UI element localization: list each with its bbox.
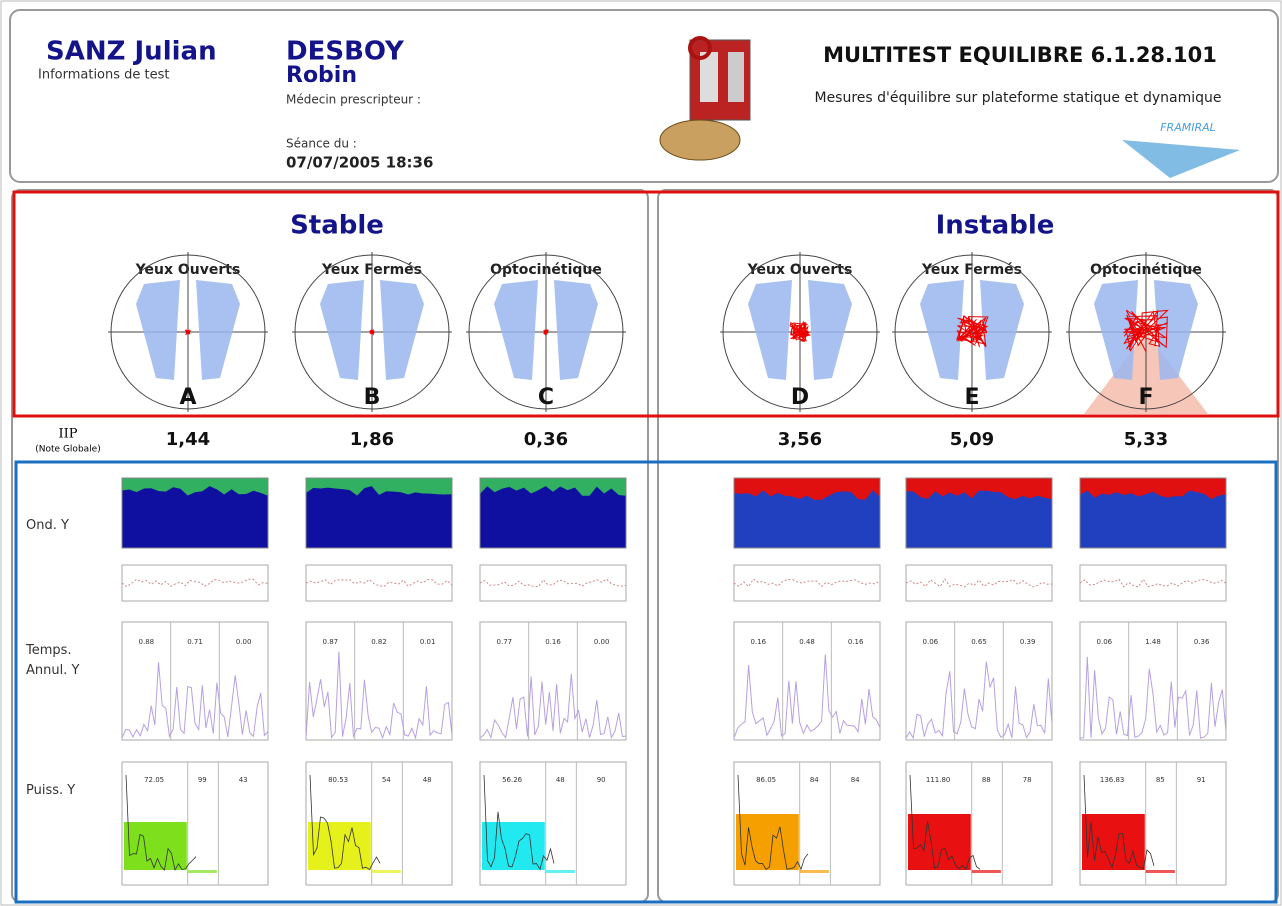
row-label-line: Temps. (25, 643, 72, 658)
puiss-value: 72.05 (144, 776, 164, 784)
spectrogram-band (1080, 491, 1226, 549)
panel-title: Stable (290, 211, 384, 241)
puiss-value: 48 (556, 776, 565, 784)
puiss-value: 43 (239, 776, 248, 784)
test-letter: A (179, 385, 196, 410)
iip-value: 1,44 (166, 429, 210, 450)
iip-value: 0,36 (524, 429, 568, 450)
trace-box (906, 565, 1052, 601)
prescriber-label: Médecin prescripteur : (286, 93, 421, 107)
trace-box (1080, 565, 1226, 601)
test-letter: B (364, 385, 381, 410)
spectrogram-band (906, 491, 1052, 548)
row-label: Puiss. Y (26, 783, 75, 798)
iip-value: 1,86 (350, 429, 394, 450)
temps-value: 0.65 (971, 638, 987, 646)
temps-value: 0.06 (1097, 638, 1113, 646)
puiss-bar-small (800, 870, 829, 873)
app-subtitle: Mesures d'équilibre sur plateforme stati… (814, 90, 1221, 106)
puiss-value: 86.05 (756, 776, 776, 784)
puiss-bar-small (972, 870, 1001, 873)
temps-value: 0.16 (848, 638, 864, 646)
temps-value: 0.87 (323, 638, 339, 646)
puiss-value: 85 (1156, 776, 1165, 784)
doctor-first: Robin (286, 63, 357, 88)
spectrogram-band (480, 486, 626, 548)
sway-trace (544, 330, 548, 334)
temps-value: 0.88 (139, 638, 155, 646)
temps-value: 0.48 (799, 638, 815, 646)
patient-name: SANZ Julian (46, 37, 217, 67)
puiss-value: 80.53 (328, 776, 348, 784)
puiss-bar-small (372, 870, 401, 873)
puiss-value: 78 (1023, 776, 1032, 784)
temps-value: 0.36 (1194, 638, 1210, 646)
test-letter: E (964, 385, 979, 410)
temps-value: 0.71 (187, 638, 203, 646)
puiss-value: 99 (198, 776, 207, 784)
device-base (660, 120, 740, 160)
row-label-line: Ond. Y (26, 518, 69, 533)
temps-value: 0.16 (545, 638, 561, 646)
puiss-value: 111.80 (926, 776, 951, 784)
test-letter: F (1138, 385, 1153, 410)
session-label: Séance du : (286, 137, 357, 151)
temps-value: 0.00 (594, 638, 610, 646)
report: SANZ Julian Informations de test DESBOY … (0, 0, 1282, 906)
puiss-bar-small (1146, 870, 1175, 873)
trace-box (306, 565, 452, 601)
device-panel (728, 52, 744, 102)
logo: FRAMIRAL (1160, 121, 1216, 134)
temps-value: 0.39 (1020, 638, 1036, 646)
puiss-value: 48 (423, 776, 432, 784)
puiss-value: 88 (982, 776, 991, 784)
panel-title: Instable (936, 211, 1055, 241)
puiss-value: 91 (1197, 776, 1206, 784)
temps-value: 0.06 (923, 638, 939, 646)
temps-value: 1.48 (1145, 638, 1161, 646)
puiss-bar-small (188, 870, 217, 873)
app-title: MULTITEST EQUILIBRE 6.1.28.101 (823, 43, 1217, 67)
iip-label: IIP (58, 427, 77, 442)
session-date: 07/07/2005 18:36 (286, 154, 433, 172)
row-label-line: Puiss. Y (26, 783, 75, 798)
trace-box (734, 565, 880, 601)
test-letter: C (538, 385, 554, 410)
row-label-line: Annul. Y (26, 663, 79, 678)
puiss-value: 84 (810, 776, 819, 784)
sway-trace (370, 330, 374, 334)
iip-value: 5,09 (950, 429, 994, 450)
trace-box (122, 565, 268, 601)
temps-value: 0.01 (420, 638, 436, 646)
puiss-value: 136.83 (1100, 776, 1125, 784)
puiss-bar-small (546, 870, 575, 873)
spectrogram-band (122, 486, 268, 548)
sway-trace (186, 330, 190, 334)
puiss-value: 56.26 (502, 776, 523, 784)
doctor-last: DESBOY (286, 37, 405, 67)
row-label: Ond. Y (26, 518, 69, 533)
iip-value: 3,56 (778, 429, 822, 450)
iip-sublabel: (Note Globale) (35, 445, 100, 455)
temps-value: 0.00 (236, 638, 252, 646)
puiss-value: 84 (851, 776, 860, 784)
puiss-value: 90 (597, 776, 606, 784)
info-label: Informations de test (38, 68, 170, 83)
puiss-bar (124, 822, 187, 870)
puiss-value: 54 (382, 776, 391, 784)
spectrogram-band (306, 486, 452, 548)
temps-value: 0.82 (371, 638, 387, 646)
temps-value: 0.16 (751, 638, 767, 646)
iip-value: 5,33 (1124, 429, 1168, 450)
temps-value: 0.77 (497, 638, 513, 646)
test-letter: D (791, 385, 809, 410)
